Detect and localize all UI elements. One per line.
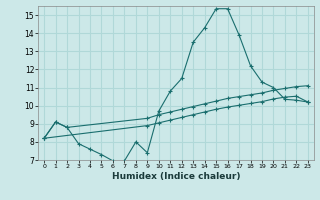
X-axis label: Humidex (Indice chaleur): Humidex (Indice chaleur) bbox=[112, 172, 240, 181]
